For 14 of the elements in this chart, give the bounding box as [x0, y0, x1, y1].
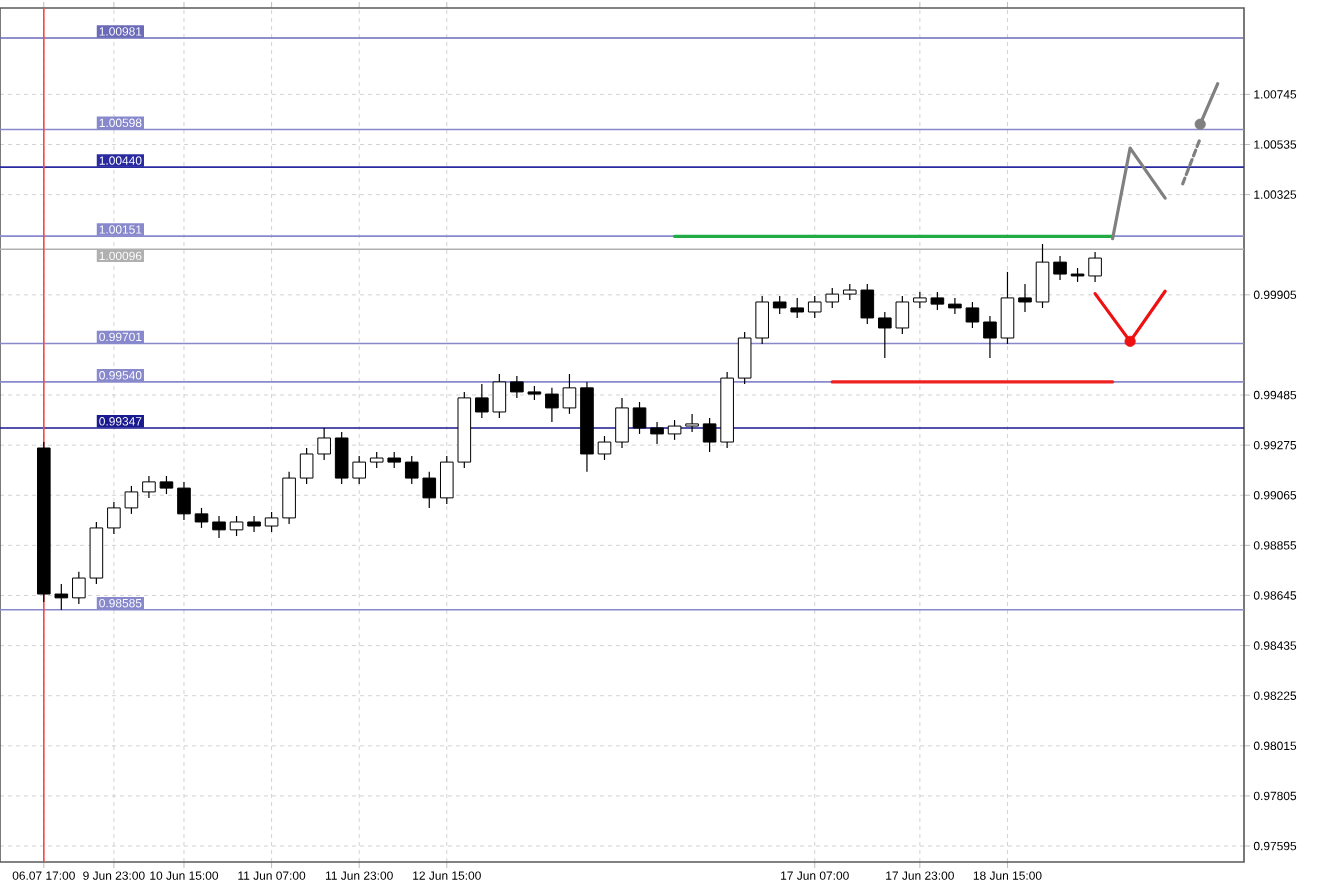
candlestick — [1000, 271, 1015, 345]
candlestick — [229, 515, 244, 537]
candlestick — [1053, 255, 1067, 281]
candlestick — [194, 507, 209, 529]
candlestick — [177, 481, 191, 521]
candlestick — [650, 421, 664, 445]
candlestick — [615, 397, 629, 449]
candlestick — [597, 435, 612, 461]
candlestick — [1018, 283, 1032, 313]
candlestick — [983, 315, 997, 359]
candlestick — [632, 401, 647, 435]
candlestick — [1035, 243, 1050, 309]
candlestick — [247, 515, 261, 533]
candlestick — [212, 515, 226, 539]
